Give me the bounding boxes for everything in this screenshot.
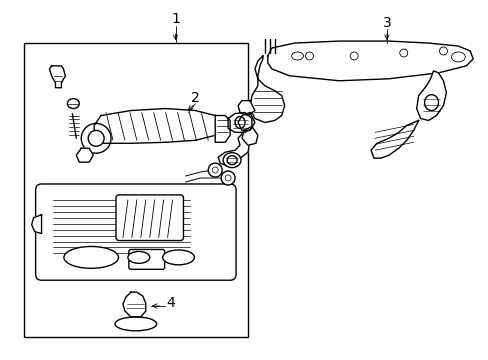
FancyBboxPatch shape	[129, 249, 164, 269]
Circle shape	[208, 163, 222, 177]
Polygon shape	[228, 113, 251, 132]
Polygon shape	[370, 121, 418, 158]
Ellipse shape	[64, 247, 118, 268]
Ellipse shape	[291, 52, 303, 60]
Circle shape	[88, 130, 104, 146]
Circle shape	[221, 171, 235, 185]
Polygon shape	[122, 292, 145, 317]
Text: 2: 2	[191, 91, 200, 105]
Ellipse shape	[424, 95, 438, 111]
Ellipse shape	[235, 117, 244, 129]
Text: 1: 1	[171, 12, 180, 26]
Polygon shape	[218, 130, 249, 165]
FancyBboxPatch shape	[116, 195, 183, 240]
Polygon shape	[215, 116, 230, 142]
Ellipse shape	[223, 153, 241, 168]
FancyBboxPatch shape	[36, 184, 236, 280]
Ellipse shape	[115, 317, 156, 331]
Polygon shape	[94, 109, 218, 143]
Polygon shape	[267, 41, 472, 81]
Bar	[24, 43, 247, 337]
Circle shape	[212, 167, 218, 173]
Polygon shape	[249, 56, 284, 122]
Circle shape	[81, 123, 111, 153]
Ellipse shape	[226, 156, 237, 165]
Ellipse shape	[67, 99, 79, 109]
Circle shape	[305, 52, 313, 60]
Circle shape	[349, 52, 357, 60]
Polygon shape	[32, 215, 41, 234]
Circle shape	[399, 49, 407, 57]
Text: 3: 3	[382, 16, 390, 30]
Polygon shape	[416, 71, 446, 121]
Polygon shape	[242, 126, 257, 145]
Polygon shape	[49, 66, 65, 88]
Circle shape	[224, 175, 231, 181]
Text: 4: 4	[166, 296, 175, 310]
Ellipse shape	[128, 251, 149, 264]
Polygon shape	[76, 148, 93, 162]
Ellipse shape	[163, 250, 194, 265]
Circle shape	[439, 47, 447, 55]
Polygon shape	[238, 113, 254, 130]
Polygon shape	[238, 100, 254, 116]
Ellipse shape	[450, 52, 464, 62]
